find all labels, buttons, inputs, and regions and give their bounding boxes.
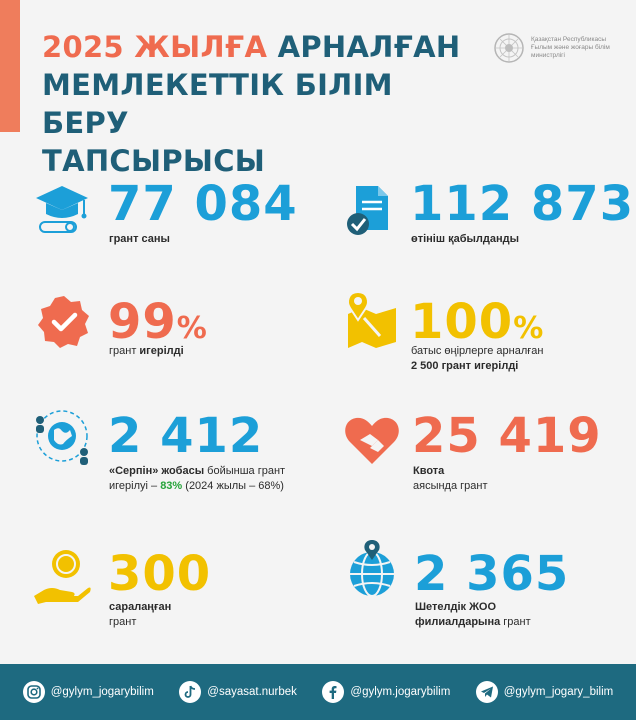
title-highlight: 2025 ЖЫЛҒА xyxy=(42,30,268,64)
social-tiktok[interactable]: @sayasat.nurbek xyxy=(179,681,297,703)
instagram-handle[interactable]: @gylym_jogarybilim xyxy=(50,686,154,698)
badge-check-icon xyxy=(38,296,89,348)
stat-western-caption-line1: батыс өңірлерге арналған xyxy=(411,345,544,357)
ministry-logo: Қазақстан Республикасы Ғылым және жоғары… xyxy=(493,30,623,66)
stat-foreign-value: 2 365 xyxy=(414,546,570,602)
map-pin-icon xyxy=(347,290,396,348)
stat-quota-value: 25 419 xyxy=(412,408,602,464)
tiktok-handle[interactable]: @sayasat.nurbek xyxy=(207,686,297,698)
social-instagram[interactable]: @gylym_jogarybilim xyxy=(22,681,154,703)
title-line2: МЕМЛЕКЕТТІК БІЛІМ БЕРУ xyxy=(42,68,393,140)
stat-applications-caption: өтініш қабылданды xyxy=(411,233,520,245)
globe-network-icon xyxy=(350,540,394,597)
ministry-name: Қазақстан Республикасы Ғылым және жоғары… xyxy=(531,36,610,59)
stat-serpin-value: 2 412 xyxy=(108,408,264,464)
telegram-icon xyxy=(475,681,498,703)
stat-western-caption-line2: 2 500 грант игерілді xyxy=(411,360,519,372)
social-telegram[interactable]: @gylym_jogary_bilim xyxy=(475,681,614,703)
stat-western-value: 100% xyxy=(410,294,545,350)
stat-quota-caption-line2: аясында грант xyxy=(413,480,488,492)
graduation-cap-icon xyxy=(36,186,88,233)
stat-differentiated-value: 300 xyxy=(108,546,212,602)
telegram-handle[interactable]: @gylym_jogary_bilim xyxy=(503,686,614,698)
stat-applications-value: 112 873 xyxy=(410,176,635,232)
title-line3: ТАПСЫРЫСЫ xyxy=(42,144,266,178)
facebook-icon xyxy=(322,681,345,703)
page-title: 2025 ЖЫЛҒА АРНАЛҒАН МЕМЛЕКЕТТІК БІЛІМ БЕ… xyxy=(42,28,482,180)
stat-execution-caption: грант игерілді xyxy=(109,345,184,357)
heart-handshake-icon xyxy=(345,417,399,464)
stat-quota-caption-line1: Квота xyxy=(413,465,445,477)
facebook-handle[interactable]: @gylym.jogarybilim xyxy=(350,686,451,698)
stat-grants-value: 77 084 xyxy=(108,176,298,232)
stat-differentiated-caption-line2: грант xyxy=(109,616,137,628)
tiktok-icon xyxy=(179,681,202,703)
globe-people-icon xyxy=(36,410,88,465)
stat-foreign-caption-line2: филиалдарына грант xyxy=(415,616,531,628)
stat-serpin-caption-line1: «Серпін» жобасы бойынша грант xyxy=(109,465,286,477)
stat-grants-caption: грант саны xyxy=(109,233,170,245)
accent-bar xyxy=(0,0,20,132)
state-emblem-icon xyxy=(494,33,524,63)
stat-differentiated-caption-line1: саралаңған xyxy=(109,601,172,613)
stat-execution-value: 99% xyxy=(108,294,208,350)
hand-coin-icon xyxy=(34,550,91,604)
social-facebook[interactable]: @gylym.jogarybilim xyxy=(322,681,450,703)
stat-foreign-caption-line1: Шетелдік ЖОО xyxy=(415,601,497,613)
title-line1-rest: АРНАЛҒАН xyxy=(267,30,461,64)
stat-serpin-caption-line2: игерілуі – 83% (2024 жылы – 68%) xyxy=(109,480,284,492)
document-check-icon xyxy=(347,186,388,235)
footer-social-bar: @gylym_jogarybilim @sayasat.nurbek @gyly… xyxy=(0,664,636,720)
instagram-icon xyxy=(22,681,45,703)
